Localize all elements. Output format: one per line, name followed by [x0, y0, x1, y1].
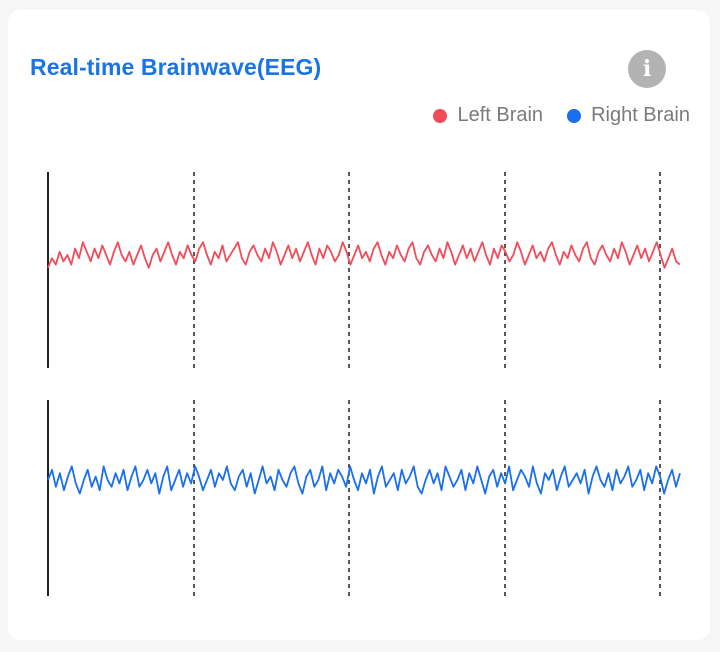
- eeg-card: [8, 10, 710, 640]
- legend: Left Brain Right Brain: [433, 104, 690, 127]
- legend-dot-left: [433, 108, 448, 123]
- series-line-left-brain: [47, 241, 681, 269]
- legend-label-left: Left Brain: [457, 104, 544, 126]
- legend-label-right: Right Brain: [591, 104, 690, 126]
- legend-item-right[interactable]: Right Brain: [567, 104, 690, 127]
- series-line-right-brain: [47, 465, 681, 495]
- legend-dot-right: [567, 108, 582, 123]
- legend-item-left[interactable]: Left Brain: [433, 104, 543, 127]
- info-icon[interactable]: i: [628, 50, 666, 88]
- chart-title: Real-time Brainwave(EEG): [30, 54, 322, 80]
